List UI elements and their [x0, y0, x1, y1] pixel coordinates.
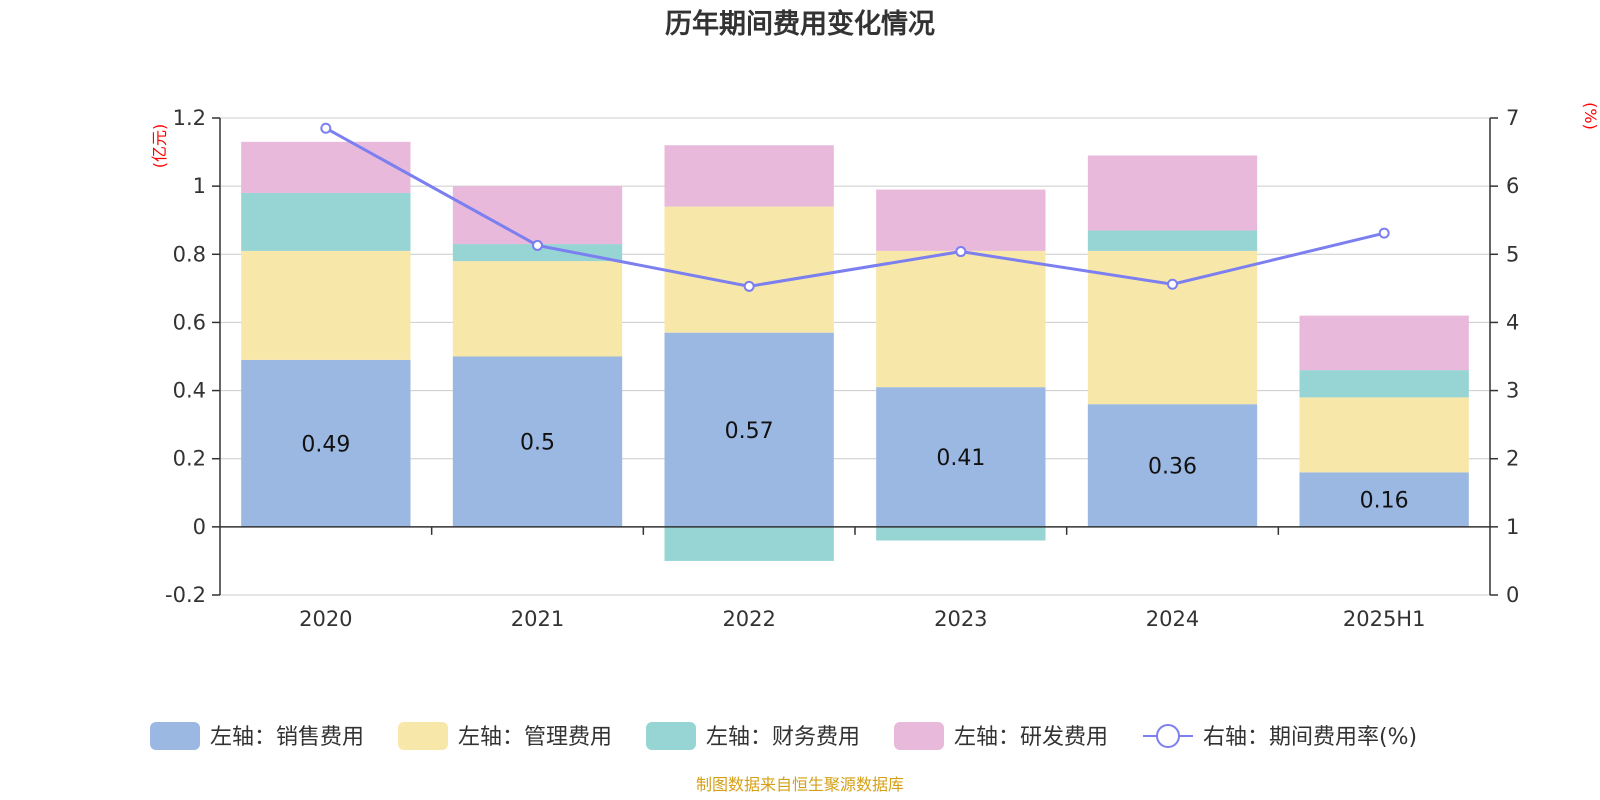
x-axis-labels: 2020 2021 2022 2023 2024 2025H1: [299, 607, 1425, 631]
rate-point: [532, 239, 543, 251]
left-tick-label: 0.2: [173, 447, 206, 471]
right-axis-ticks: 0 1 2 3 4 5 6 7: [1490, 106, 1519, 607]
data-labels: 0.49 0.5 0.57 0.41 0.36 0.16: [301, 419, 1408, 514]
bar-segment: [876, 387, 1046, 527]
legend-item: 左轴：销售费用: [150, 722, 364, 750]
bar-segment: [241, 192, 411, 251]
bar-segment: [452, 186, 623, 245]
x-tick-label: 2020: [299, 607, 352, 631]
right-tick-label: 3: [1506, 379, 1519, 403]
bar-segment: [1087, 230, 1258, 251]
right-tick-label: 4: [1506, 310, 1519, 334]
legend-circle-icon: [1156, 724, 1180, 748]
left-tick-label: 0: [193, 515, 206, 539]
left-tick-label: 0.6: [173, 310, 206, 334]
data-label: 0.57: [725, 419, 774, 444]
right-axis-unit: (%): [1581, 102, 1600, 130]
left-tick-label: -0.2: [165, 583, 206, 607]
right-tick-label: 2: [1506, 447, 1519, 471]
data-label: 0.49: [301, 432, 350, 457]
legend-swatch: [398, 722, 448, 750]
left-axis-ticks: -0.2 0 0.2 0.4 0.6 0.8 1 1.2: [165, 106, 220, 607]
bar-segment: [1087, 155, 1258, 231]
legend-swatch: [894, 722, 944, 750]
legend-label: 右轴：期间费用率(%): [1203, 725, 1417, 750]
bar-segment: [452, 356, 623, 527]
legend-label: 左轴：研发费用: [954, 725, 1108, 750]
x-tick-label: 2021: [511, 607, 564, 631]
left-tick-label: 1.2: [173, 106, 206, 130]
legend-item: 左轴：管理费用: [398, 722, 612, 750]
x-tick-label: 2022: [722, 607, 775, 631]
bar-segment: [241, 250, 411, 360]
bar-segment: [1299, 315, 1469, 371]
legend-label: 左轴：管理费用: [458, 725, 612, 750]
axes: [219, 118, 1491, 595]
x-tick-label: 2025H1: [1343, 607, 1426, 631]
bar-segment: [452, 244, 623, 262]
bar-segment: [241, 359, 411, 527]
bar-segment: [876, 250, 1046, 388]
right-tick-label: 7: [1506, 106, 1519, 130]
data-label: 0.41: [936, 446, 985, 471]
bar-segment: [664, 332, 834, 527]
legend-item: 左轴：研发费用: [894, 722, 1108, 750]
rate-point: [955, 246, 967, 258]
legend-swatch: [150, 722, 200, 750]
legend-label: 左轴：销售费用: [210, 725, 364, 750]
bar-segment: [664, 526, 834, 561]
legend-item: 左轴：财务费用: [646, 722, 860, 750]
bar-segment: [876, 526, 1046, 541]
left-tick-label: 0.4: [173, 379, 206, 403]
bar-series: [241, 141, 1469, 561]
bar-segment: [664, 145, 834, 207]
legend-swatch: [646, 722, 696, 750]
source-note: 制图数据来自恒生聚源数据库: [696, 775, 904, 794]
legend-item: 右轴：期间费用率(%): [1143, 724, 1417, 750]
rate-point: [1167, 278, 1178, 290]
x-tick-label: 2024: [1146, 607, 1199, 631]
rate-point: [743, 280, 755, 292]
rate-point: [1378, 227, 1390, 239]
bar-segment: [664, 206, 834, 333]
bar-segment: [1299, 397, 1469, 473]
bar-segment: [1087, 404, 1258, 527]
left-tick-label: 0.8: [173, 242, 206, 266]
rate-line-series: [320, 122, 1390, 292]
bar-segment: [241, 141, 411, 193]
bar-segment: [1299, 472, 1469, 527]
bar-segment: [452, 261, 623, 357]
right-tick-label: 0: [1506, 583, 1519, 607]
legend: 左轴：销售费用 左轴：管理费用 左轴：财务费用 左轴：研发费用 右轴：期间费用率(%): [150, 722, 1417, 750]
right-tick-label: 6: [1506, 174, 1519, 198]
left-axis-unit: (亿元): [150, 124, 169, 169]
bar-segment: [1299, 370, 1469, 398]
data-label: 0.5: [520, 431, 555, 456]
legend-label: 左轴：财务费用: [706, 725, 860, 750]
right-tick-label: 1: [1506, 515, 1519, 539]
chart-title: 历年期间费用变化情况: [665, 8, 935, 40]
left-tick-label: 1: [193, 174, 206, 198]
data-label: 0.16: [1360, 489, 1409, 514]
x-tick-label: 2023: [934, 607, 987, 631]
right-tick-label: 5: [1506, 242, 1519, 266]
rate-point: [320, 122, 332, 134]
bar-segment: [876, 189, 1046, 251]
rate-line: [325, 126, 1385, 288]
data-label: 0.36: [1148, 455, 1197, 480]
